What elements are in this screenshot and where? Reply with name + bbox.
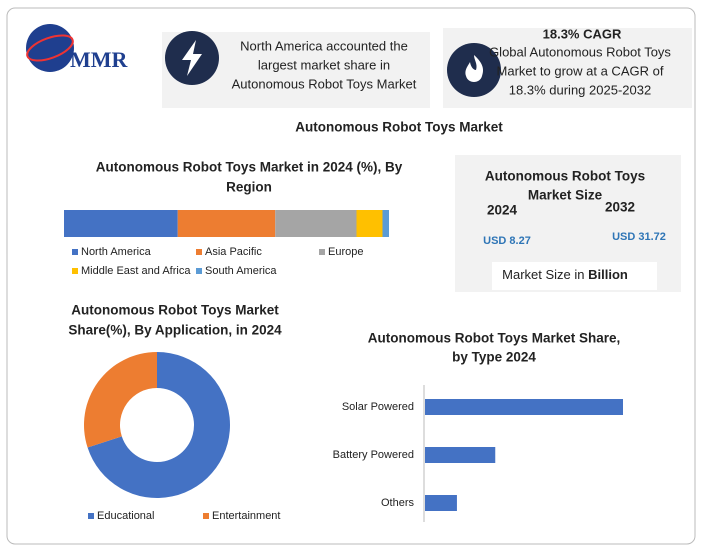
bar [425, 399, 623, 415]
logo-globe [26, 24, 74, 72]
chart-title: Region [226, 180, 272, 195]
donut-slice [87, 352, 230, 498]
bar-segment [177, 210, 276, 237]
size-amount: USD 8.27 [483, 235, 531, 247]
legend-label: North America [81, 246, 152, 258]
legend-label: Educational [97, 510, 155, 522]
bar-segment [64, 210, 178, 237]
bar [425, 447, 496, 463]
legend-swatch [196, 249, 202, 255]
legend-swatch [88, 513, 94, 519]
footer-text: Market Size in [502, 267, 584, 282]
category-label: Battery Powered [333, 449, 414, 461]
cagr-line: Global Autonomous Robot Toys [489, 44, 671, 59]
size-year: 2024 [487, 203, 518, 218]
cagr-line: Market to grow at a CAGR of [497, 63, 664, 78]
chart-title: Autonomous Robot Toys Market in 2024 (%)… [96, 160, 403, 175]
category-label: Others [381, 497, 415, 509]
footer-unit: Billion [588, 267, 628, 282]
bolt-icon [182, 40, 202, 76]
bar-segment [382, 210, 389, 237]
size-title: Market Size [528, 188, 603, 203]
logo-text: MMR [70, 47, 129, 72]
legend-swatch [196, 268, 202, 274]
cagr-title: 18.3% CAGR [543, 26, 622, 41]
chart-title: Autonomous Robot Toys Market [71, 303, 279, 318]
callout-line: largest market share in [258, 57, 390, 72]
legend-label: Asia Pacific [205, 246, 262, 258]
legend-swatch [203, 513, 209, 519]
legend-label: South America [205, 265, 277, 277]
callout-line: Autonomous Robot Toys Market [232, 76, 417, 91]
size-footer-box [492, 262, 657, 290]
logo-orbit [26, 34, 74, 62]
flame-icon [465, 55, 484, 82]
callout-line: North America accounted the [240, 38, 408, 53]
chart-title: Autonomous Robot Toys Market Share, [368, 331, 621, 346]
chart-title: Share(%), By Application, in 2024 [68, 323, 282, 338]
legend-label: Entertainment [212, 510, 280, 522]
main-title: Autonomous Robot Toys Market [295, 120, 503, 135]
category-label: Solar Powered [342, 401, 414, 413]
bar [425, 495, 457, 511]
bar-segment [275, 210, 357, 237]
legend-swatch [72, 249, 78, 255]
legend-label: Middle East and Africa [81, 265, 191, 277]
legend-swatch [319, 249, 325, 255]
chart-title: by Type 2024 [452, 350, 536, 365]
size-title: Autonomous Robot Toys [485, 169, 645, 184]
legend-swatch [72, 268, 78, 274]
bar-segment [356, 210, 383, 237]
donut-slice [83, 351, 157, 448]
size-amount: USD 31.72 [612, 231, 666, 243]
size-footer: Market Size in Billion [502, 267, 628, 282]
size-year: 2032 [605, 200, 635, 215]
legend-label: Europe [328, 246, 363, 258]
cagr-line: 18.3% during 2025-2032 [509, 82, 651, 97]
